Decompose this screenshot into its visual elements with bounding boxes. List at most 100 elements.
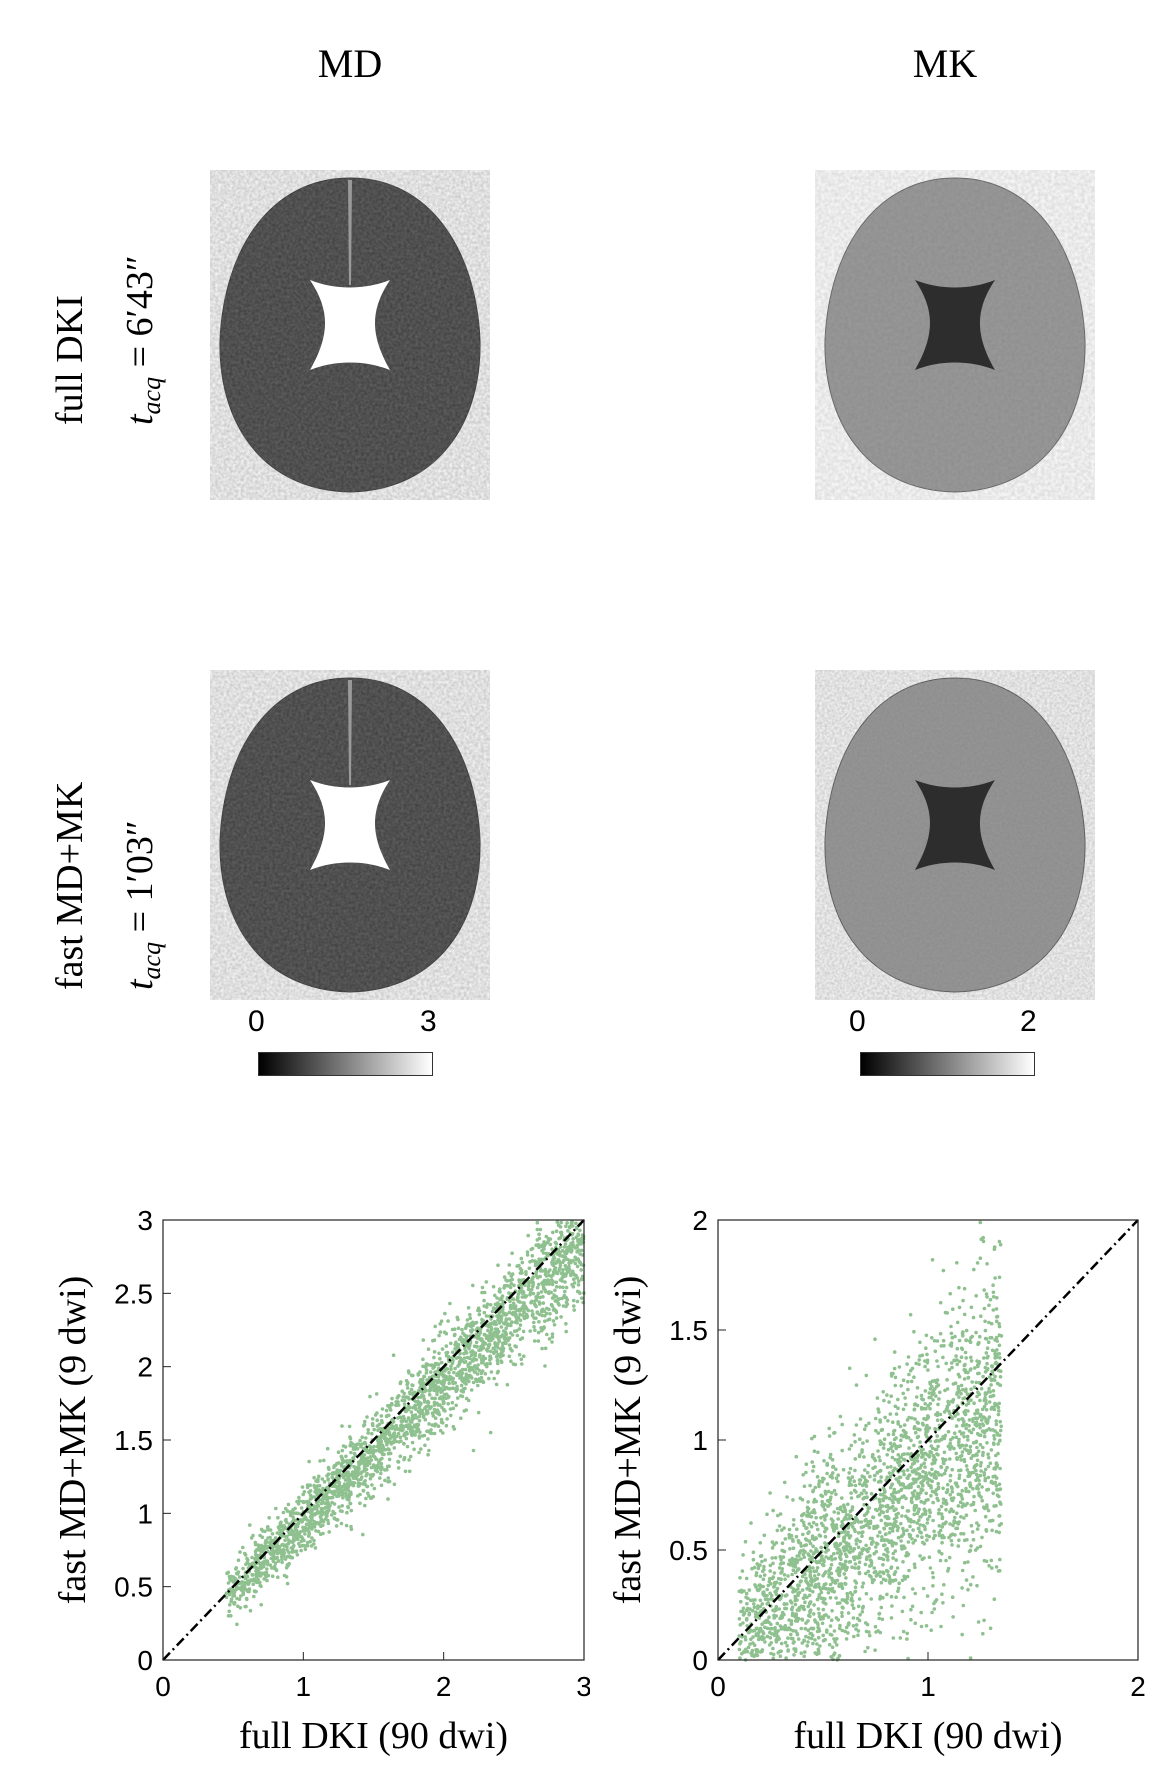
scatter-point: [264, 1538, 268, 1543]
scatter-point: [250, 1555, 254, 1560]
scatter-point: [558, 1261, 562, 1265]
scatter-point: [939, 1418, 944, 1422]
scatter-point: [561, 1260, 565, 1264]
scatter-point: [905, 1528, 909, 1533]
scatter-point: [902, 1529, 906, 1534]
scatter-point: [507, 1271, 511, 1275]
scatter-point: [747, 1611, 752, 1615]
scatter-point: [771, 1561, 775, 1566]
scatter-point: [904, 1496, 908, 1501]
scatter-point: [226, 1581, 231, 1585]
scatter-point: [940, 1515, 945, 1519]
scatter-point: [964, 1389, 968, 1394]
scatter-point: [916, 1526, 921, 1531]
scatter-point: [482, 1332, 487, 1337]
y-tick-label: 1.5: [114, 1425, 153, 1456]
scatter-point: [739, 1588, 744, 1593]
scatter-point: [804, 1634, 808, 1639]
scatter-point: [423, 1388, 428, 1392]
scatter-point: [807, 1601, 812, 1605]
scatter-point: [969, 1430, 974, 1435]
scatter-point: [778, 1554, 782, 1559]
scatter-point: [869, 1563, 874, 1567]
scatter-point: [429, 1428, 433, 1432]
scatter-point: [808, 1614, 812, 1619]
scatter-point: [934, 1412, 938, 1417]
scatter-point: [878, 1512, 882, 1516]
t-subscript: acq: [137, 941, 166, 980]
scatter-point: [899, 1487, 904, 1492]
scatter-point: [920, 1488, 925, 1492]
scatter-point: [844, 1576, 848, 1580]
scatter-point: [572, 1281, 577, 1285]
scatter-point: [791, 1568, 796, 1572]
y-tick-label: 2.5: [114, 1278, 153, 1309]
scatter-point: [806, 1628, 811, 1632]
scatter-point: [862, 1488, 866, 1493]
scatter-point: [796, 1583, 800, 1587]
scatter-point: [543, 1346, 548, 1351]
scatter-point: [486, 1345, 491, 1350]
scatter-point: [799, 1626, 804, 1631]
scatter-point: [744, 1618, 749, 1622]
scatter-point: [519, 1268, 524, 1273]
scatter-point: [307, 1490, 311, 1494]
scatter-point: [423, 1443, 427, 1448]
scatter-point: [769, 1651, 773, 1656]
scatter-point: [801, 1473, 805, 1477]
scatter-point: [944, 1558, 948, 1563]
scatter-point: [821, 1563, 826, 1568]
scatter-point: [923, 1359, 927, 1363]
scatter-point: [987, 1303, 991, 1308]
scatter-point: [942, 1450, 947, 1455]
scatter-point: [547, 1307, 551, 1312]
scatter-point: [958, 1454, 963, 1459]
scatter-point: [947, 1555, 952, 1560]
scatter-point: [522, 1354, 526, 1358]
scatter-point: [299, 1506, 304, 1510]
scatter-point: [981, 1453, 985, 1458]
scatter-point: [950, 1543, 954, 1547]
scatter-point: [456, 1370, 461, 1375]
scatter-point: [789, 1601, 794, 1605]
scatter-point: [918, 1340, 922, 1345]
scatter-point: [997, 1514, 1002, 1518]
scatter-point: [512, 1304, 516, 1309]
scatter-point: [224, 1591, 229, 1595]
scatter-point: [510, 1272, 515, 1276]
scatter-point: [981, 1423, 986, 1428]
scatter-point: [864, 1543, 868, 1548]
scatter-point: [816, 1622, 820, 1627]
scatter-point: [948, 1457, 952, 1461]
scatter-point: [886, 1558, 890, 1562]
scatter-point: [541, 1301, 546, 1305]
scatter-point: [997, 1343, 1002, 1348]
scatter-point: [888, 1474, 893, 1479]
scatter-point: [558, 1285, 562, 1289]
scatter-point: [265, 1526, 270, 1530]
scatter-point: [756, 1630, 761, 1635]
scatter-point: [316, 1529, 321, 1534]
scatter-point: [481, 1342, 485, 1346]
scatter-point: [951, 1307, 955, 1311]
scatter-point: [850, 1475, 855, 1479]
scatter-point: [948, 1447, 952, 1451]
scatter-point: [535, 1285, 540, 1290]
scatter-point: [449, 1364, 453, 1368]
row-label-full-name: full DKI: [49, 295, 91, 425]
scatter-point: [978, 1256, 983, 1260]
scatter-point: [437, 1351, 441, 1356]
scatter-point: [792, 1653, 796, 1657]
scatter-point: [398, 1415, 403, 1420]
scatter-point: [746, 1596, 750, 1601]
scatter-point: [809, 1524, 814, 1529]
scatter-point: [554, 1261, 558, 1265]
scatter-point: [771, 1608, 775, 1613]
scatter-point: [738, 1642, 742, 1646]
scatter-point: [471, 1283, 475, 1288]
scatter-point: [499, 1359, 504, 1363]
scatter-point: [957, 1476, 961, 1481]
scatter-point: [368, 1473, 373, 1477]
scatter-point: [890, 1498, 894, 1503]
scatter-point: [754, 1585, 758, 1589]
